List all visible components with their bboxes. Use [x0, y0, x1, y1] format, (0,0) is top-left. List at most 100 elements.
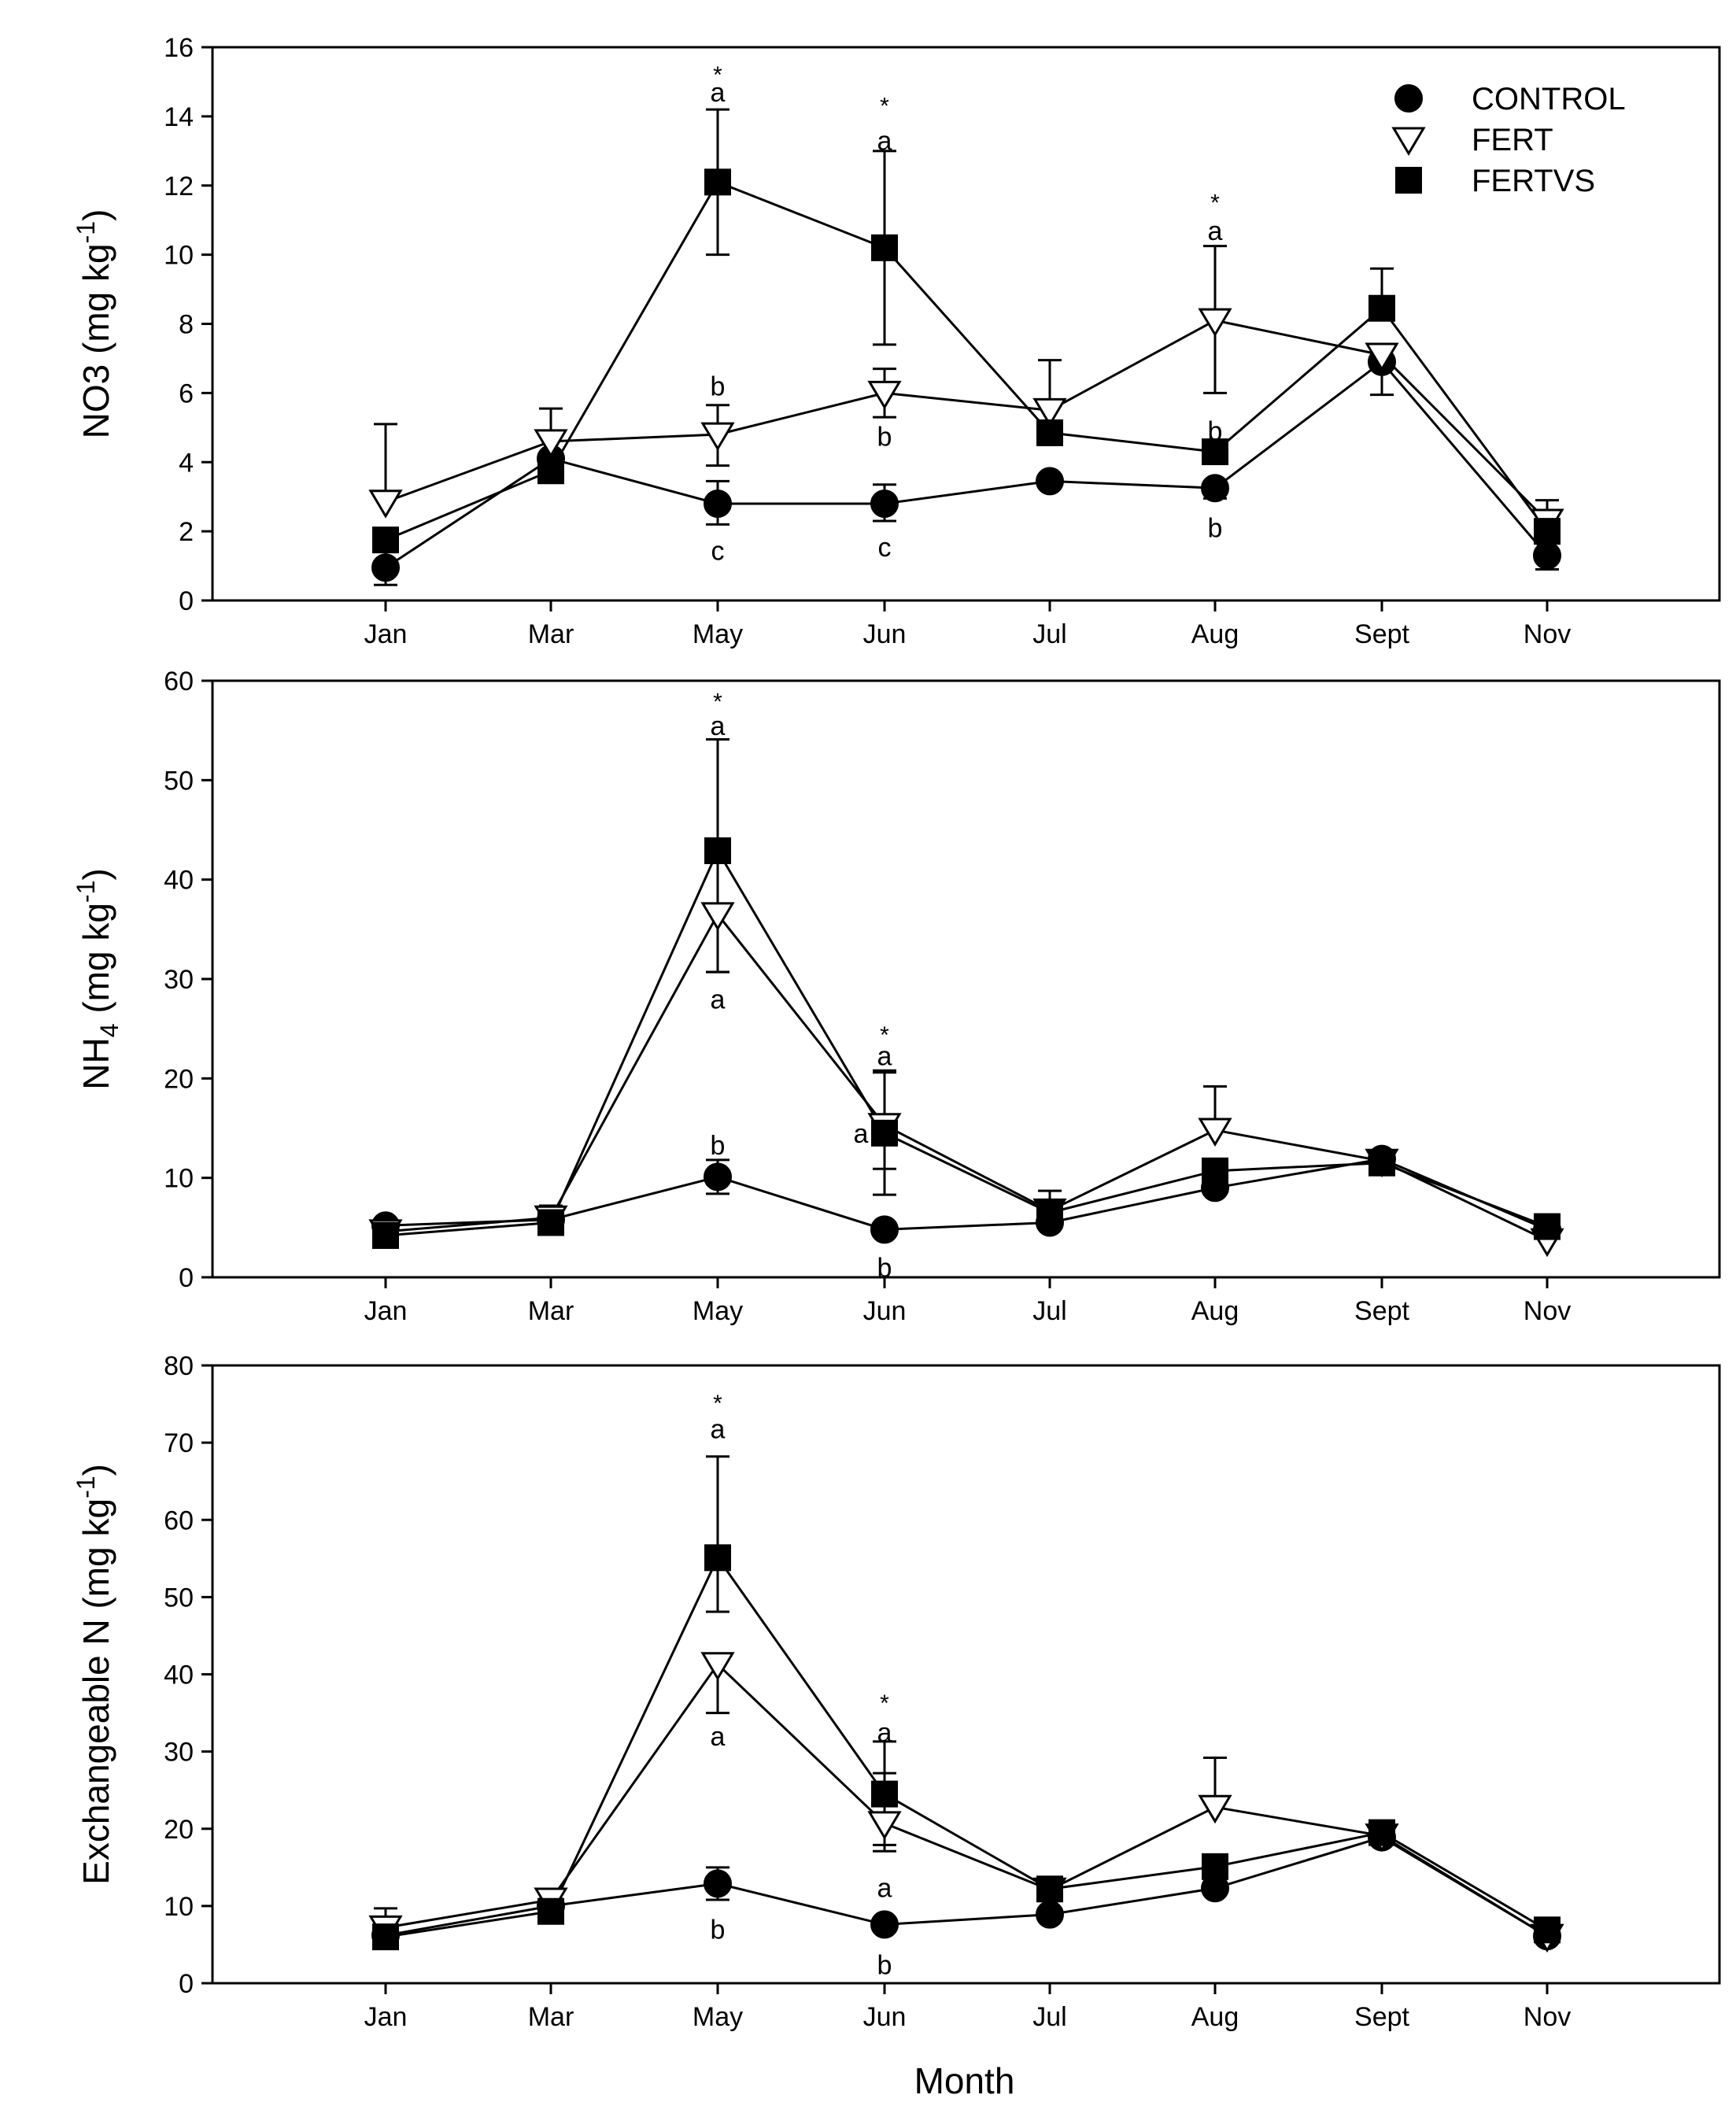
y-axis-title-superscript: -1 — [72, 881, 100, 903]
y-tick-label: 30 — [164, 965, 194, 995]
data-point-control — [1036, 467, 1064, 496]
y-tick-label: 8 — [179, 310, 194, 340]
legend: CONTROL FERT FERTVS — [1391, 82, 1626, 198]
legend-label-fert: FERT — [1472, 123, 1553, 157]
significance-star: * — [880, 93, 889, 119]
data-point-fert — [1198, 1118, 1232, 1147]
data-point-fertvs — [537, 457, 564, 485]
x-tick-label: Jan — [364, 1296, 408, 1326]
y-tick-label: 40 — [164, 1661, 194, 1690]
markers-fertvs — [372, 1544, 1561, 1951]
x-tick-label: May — [693, 2002, 743, 2032]
y-axis-title-superscript: -1 — [72, 221, 100, 243]
data-point-fertvs — [537, 1209, 564, 1236]
data-point-fertvs — [372, 526, 399, 554]
data-point-control — [704, 1869, 732, 1898]
legend-marker-control — [1394, 84, 1423, 113]
significance-letter: a — [877, 127, 892, 157]
y-axis-title: NO3 (mg kg-1) — [72, 209, 116, 439]
y-tick-label: 14 — [164, 102, 194, 132]
data-point-fert — [700, 422, 735, 452]
panel-no3: 0 2 4 6 8 10 12 14 16 Jan Mar May Jun Jul Aug Sept Nov NO… — [72, 33, 1721, 649]
x-tick-label: Jun — [863, 1296, 907, 1326]
x-tick-label: Mar — [528, 619, 574, 649]
data-point-control — [704, 1162, 732, 1192]
legend-marker-fertvs — [1395, 167, 1422, 194]
data-point-fert — [867, 380, 902, 410]
x-tick-label: Nov — [1524, 1296, 1571, 1326]
x-tick-label: Nov — [1524, 2002, 1571, 2032]
legend-label-control: CONTROL — [1472, 82, 1626, 116]
significance-letter: b — [711, 372, 726, 402]
significance-letter: c — [711, 536, 725, 566]
y-tick-label: 6 — [179, 379, 194, 408]
y-tick-label: 0 — [179, 586, 194, 616]
significance-star: * — [713, 62, 722, 88]
y-tick-label: 10 — [164, 1164, 194, 1194]
data-point-fertvs — [1534, 1213, 1561, 1240]
data-point-fertvs — [1202, 438, 1228, 466]
data-point-fertvs — [1534, 518, 1561, 545]
markers-fertvs — [372, 168, 1561, 554]
data-point-fertvs — [537, 1897, 564, 1925]
series-line — [385, 319, 1549, 523]
data-point-fertvs — [871, 1780, 898, 1808]
significance-star: * — [713, 1391, 722, 1417]
series-fertvs — [385, 738, 1548, 1237]
series-line — [385, 848, 1548, 1237]
y-axis-title: Exchangeable N (mg kg-1) — [72, 1464, 116, 1885]
data-point-fertvs — [372, 1221, 399, 1249]
y-axis-title-units: (mg kg — [76, 903, 116, 1023]
data-point-control — [1533, 541, 1561, 570]
significance-star: * — [713, 689, 722, 715]
x-tick-label: Sept — [1354, 1296, 1409, 1326]
data-point-control — [371, 553, 400, 582]
data-point-fertvs — [1368, 1819, 1395, 1846]
series-line — [385, 1662, 1548, 1938]
y-axis-title-close: ) — [76, 209, 116, 221]
y-tick-label: 0 — [179, 1969, 194, 1999]
x-tick-label: Mar — [528, 1296, 574, 1326]
significance-letter: b — [1208, 417, 1223, 447]
y-tick-label: 30 — [164, 1738, 194, 1768]
x-tick-label: May — [693, 1296, 743, 1326]
y-axis-title-close: ) — [76, 868, 116, 880]
data-point-fert — [368, 490, 403, 519]
significance-letter: b — [877, 1950, 892, 1980]
x-tick-label: May — [693, 619, 743, 649]
y-tick-label: 10 — [164, 1892, 194, 1922]
significance-letter: b — [1208, 514, 1223, 544]
significance-letter: a — [711, 1722, 726, 1752]
y-tick-label: 60 — [164, 667, 194, 696]
significance-letter: a — [877, 1718, 892, 1748]
y-tick-label: 80 — [164, 1351, 194, 1381]
y-axis-title-close: ) — [76, 1464, 116, 1476]
significance-letter: b — [877, 1253, 892, 1283]
data-point-control — [870, 1910, 899, 1939]
series-fertvs — [385, 108, 1549, 541]
data-point-fert — [700, 1652, 735, 1681]
y-tick-label: 2 — [179, 517, 194, 547]
x-tick-label: Mar — [528, 2002, 574, 2032]
significance-letter: b — [877, 422, 892, 452]
x-tick-label: Jun — [863, 2002, 907, 2032]
data-point-fert — [1198, 1794, 1232, 1824]
y-tick-label: 0 — [179, 1263, 194, 1293]
y-tick-label: 10 — [164, 241, 194, 271]
x-tick-label: Jan — [364, 619, 408, 649]
y-tick-label: 16 — [164, 33, 194, 63]
data-point-fertvs — [1036, 419, 1063, 446]
data-point-fert — [1365, 342, 1399, 371]
x-axis-title: Month — [914, 2060, 1015, 2101]
x-tick-label: Jan — [364, 2002, 408, 2032]
data-point-fertvs — [1202, 1853, 1228, 1880]
significance-letter: a — [711, 1414, 726, 1444]
legend-label-fertvs: FERTVS — [1472, 164, 1595, 198]
x-tick-label: Sept — [1354, 619, 1409, 649]
x-tick-label: Aug — [1191, 619, 1239, 649]
data-point-fertvs — [1534, 1916, 1561, 1944]
data-point-fertvs — [1368, 294, 1395, 322]
data-point-fert — [1032, 397, 1067, 427]
x-tick-label: Nov — [1524, 619, 1571, 649]
